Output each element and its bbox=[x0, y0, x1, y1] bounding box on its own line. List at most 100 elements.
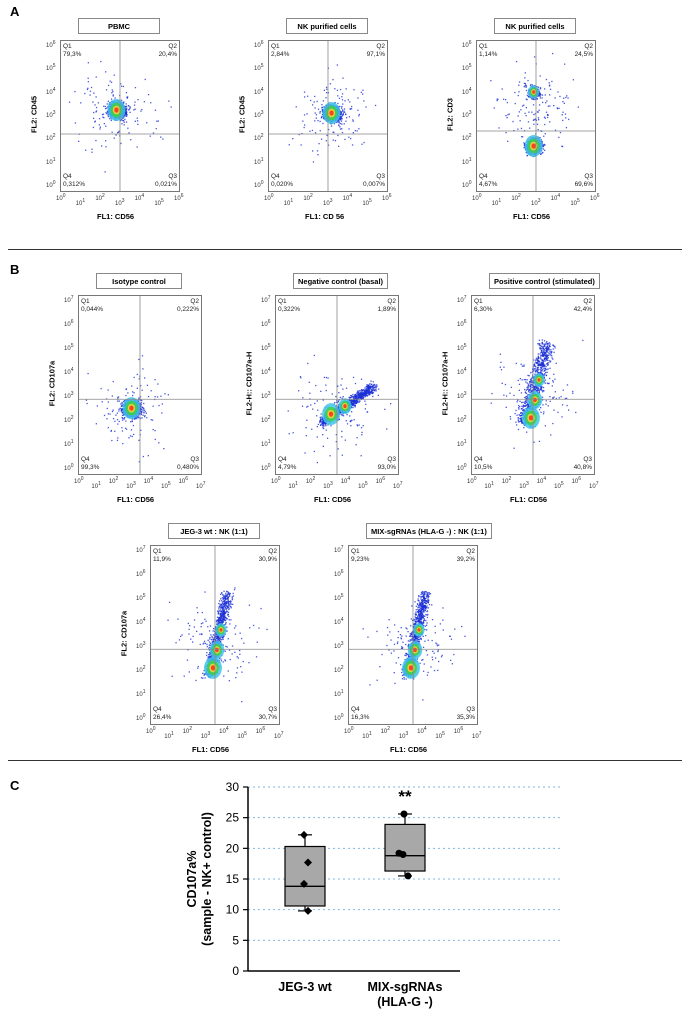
event-dot bbox=[326, 140, 327, 141]
x-tick-label: 105 bbox=[154, 198, 163, 207]
tick-exponent: 3 bbox=[122, 198, 125, 204]
quadrant-percent: 4,67% bbox=[479, 181, 507, 189]
event-dot bbox=[507, 141, 508, 142]
event-dot bbox=[106, 418, 107, 419]
event-dot bbox=[160, 396, 161, 397]
tick-base: 10 bbox=[64, 346, 71, 352]
tick-base: 10 bbox=[74, 479, 81, 485]
event-dot bbox=[124, 122, 125, 123]
event-dot bbox=[87, 373, 88, 374]
event-dot bbox=[101, 145, 102, 146]
event-dot bbox=[568, 119, 569, 120]
event-dot bbox=[86, 400, 87, 401]
event-dot bbox=[143, 408, 144, 409]
tick-exponent: 6 bbox=[469, 40, 472, 46]
event-dot bbox=[155, 439, 156, 440]
event-dot bbox=[96, 96, 97, 97]
event-dot bbox=[113, 94, 114, 95]
tick-exponent: 0 bbox=[53, 180, 56, 186]
event-dot bbox=[338, 124, 339, 125]
density-contour bbox=[129, 406, 133, 411]
event-dot bbox=[337, 103, 338, 104]
y-tick-label: 103 bbox=[254, 110, 263, 119]
event-dot bbox=[315, 132, 316, 133]
event-dot bbox=[93, 93, 94, 94]
event-dot bbox=[113, 381, 114, 382]
y-tick-label: 103 bbox=[462, 110, 471, 119]
plot-title: Isotype control bbox=[96, 273, 182, 289]
x-tick-label: 101 bbox=[284, 198, 293, 207]
tick-exponent: 5 bbox=[577, 198, 580, 204]
event-dot bbox=[135, 109, 136, 110]
event-dot bbox=[320, 130, 321, 131]
event-dot bbox=[112, 132, 113, 133]
event-dot bbox=[371, 384, 372, 385]
y-tick-label: 104 bbox=[46, 87, 55, 96]
event-dot bbox=[350, 397, 351, 398]
event-dot bbox=[505, 99, 506, 100]
event-dot bbox=[314, 96, 315, 97]
quadrant-name: Q3 bbox=[171, 456, 199, 464]
quadrant-name: Q3 bbox=[149, 173, 177, 181]
event-dot bbox=[540, 75, 541, 76]
event-dot bbox=[111, 431, 112, 432]
event-dot bbox=[117, 132, 118, 133]
event-dot bbox=[557, 107, 558, 108]
event-dot bbox=[353, 132, 354, 133]
x-axis-label: FL1: CD 56 bbox=[305, 212, 344, 221]
event-dot bbox=[558, 108, 559, 109]
x-tick-label: 101 bbox=[492, 198, 501, 207]
event-dot bbox=[351, 411, 352, 412]
tick-base: 10 bbox=[196, 484, 203, 490]
event-dot bbox=[312, 150, 313, 151]
event-dot bbox=[117, 437, 118, 438]
event-dot bbox=[304, 114, 305, 115]
event-dot bbox=[549, 121, 550, 122]
event-dot bbox=[526, 107, 527, 108]
event-dot bbox=[161, 412, 162, 413]
event-dot bbox=[143, 403, 144, 404]
event-dot bbox=[322, 109, 323, 110]
tick-exponent: 0 bbox=[81, 476, 84, 482]
event-dot bbox=[120, 403, 121, 404]
event-dot bbox=[358, 128, 359, 129]
tick-base: 10 bbox=[64, 442, 71, 448]
event-dot bbox=[341, 96, 342, 97]
event-dot bbox=[341, 414, 342, 415]
event-dot bbox=[105, 126, 106, 127]
event-dot bbox=[99, 128, 100, 129]
event-dot bbox=[87, 89, 88, 90]
tick-exponent: 6 bbox=[597, 193, 600, 199]
event-dot bbox=[519, 81, 520, 82]
tick-base: 10 bbox=[254, 90, 261, 96]
event-dot bbox=[146, 122, 147, 123]
event-dot bbox=[141, 411, 142, 412]
event-dot bbox=[146, 413, 147, 414]
tick-base: 10 bbox=[109, 479, 116, 485]
event-dot bbox=[355, 130, 356, 131]
event-dot bbox=[335, 140, 336, 141]
tick-base: 10 bbox=[254, 136, 261, 142]
event-dot bbox=[538, 95, 539, 96]
plot-title: NK purified cells bbox=[494, 18, 576, 34]
tick-exponent: 5 bbox=[71, 343, 74, 349]
event-dot bbox=[117, 423, 118, 424]
event-dot bbox=[141, 400, 142, 401]
y-tick-label: 104 bbox=[462, 87, 471, 96]
tick-base: 10 bbox=[161, 484, 168, 490]
event-dot bbox=[334, 88, 335, 89]
event-dot bbox=[533, 114, 534, 115]
event-dot bbox=[545, 133, 546, 134]
event-dot bbox=[537, 124, 538, 125]
x-tick-label: 106 bbox=[174, 193, 183, 202]
event-dot bbox=[134, 105, 135, 106]
event-dot bbox=[312, 130, 313, 131]
y-tick-label: 106 bbox=[462, 40, 471, 49]
tick-exponent: 1 bbox=[53, 157, 56, 163]
event-dot bbox=[115, 415, 116, 416]
event-dot bbox=[538, 87, 539, 88]
y-tick-label: 107 bbox=[64, 295, 73, 304]
event-dot bbox=[80, 102, 81, 103]
